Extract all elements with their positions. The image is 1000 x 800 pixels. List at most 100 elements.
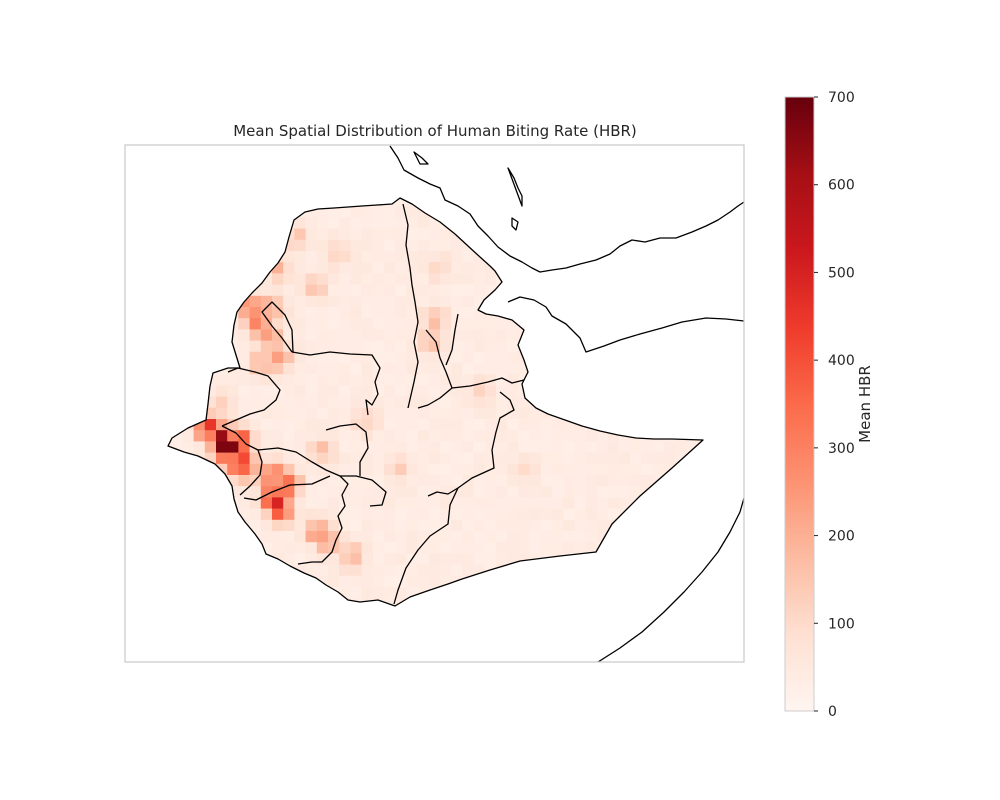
raster-cell — [384, 363, 396, 375]
raster-cell — [372, 508, 385, 521]
raster-cell — [260, 329, 273, 341]
raster-cell — [462, 419, 474, 431]
raster-cell — [529, 452, 542, 465]
raster-cell — [428, 452, 441, 465]
raster-cell — [272, 475, 284, 487]
raster-cell — [462, 363, 474, 375]
raster-cell — [384, 385, 396, 397]
raster-cell — [585, 486, 598, 498]
raster-cell — [260, 441, 273, 453]
raster-cell — [328, 295, 340, 308]
raster-cell — [216, 407, 228, 420]
raster-cell — [496, 407, 508, 420]
raster-cell — [350, 329, 362, 341]
raster-cell — [417, 508, 430, 521]
raster-cell — [305, 419, 318, 431]
raster-cell — [328, 463, 340, 476]
raster-cell — [372, 318, 385, 330]
raster-cell — [440, 475, 452, 487]
raster-cell — [496, 385, 508, 397]
raster-cell — [227, 396, 239, 409]
raster-cell — [350, 396, 362, 409]
raster-cell — [316, 508, 329, 521]
raster-cell — [316, 531, 329, 543]
raster-cell — [417, 262, 430, 274]
raster-cell — [372, 407, 385, 420]
raster-cell — [507, 475, 519, 487]
raster-cell — [384, 374, 396, 386]
region-boundary — [417, 387, 453, 409]
raster-cell — [574, 486, 586, 498]
raster-cell — [395, 587, 407, 599]
raster-cell — [451, 307, 463, 319]
raster-cell — [428, 217, 441, 229]
raster-cell — [384, 564, 396, 577]
raster-cell — [675, 441, 687, 453]
raster-cell — [496, 519, 508, 532]
raster-cell — [238, 374, 250, 386]
raster-cell — [260, 363, 273, 375]
raster-cell — [552, 531, 564, 543]
raster-cell — [596, 531, 609, 543]
raster-cell — [294, 486, 306, 498]
raster-cell — [518, 519, 530, 532]
raster-cell — [440, 430, 452, 442]
raster-cell — [417, 486, 430, 498]
raster-cell — [238, 463, 250, 476]
raster-cell — [462, 251, 474, 263]
raster-cell — [484, 452, 497, 465]
raster-cell — [451, 497, 463, 509]
raster-cell — [384, 318, 396, 330]
raster-cell — [350, 385, 362, 397]
colorbar-tick-label: 100 — [828, 616, 855, 632]
raster-cell — [305, 363, 318, 375]
raster-cell — [305, 385, 318, 397]
raster-cell — [316, 307, 329, 319]
raster-cell — [630, 463, 642, 476]
raster-cell — [260, 419, 273, 431]
raster-cell — [361, 374, 374, 386]
raster-cell — [328, 284, 340, 297]
raster-cell — [507, 351, 519, 364]
raster-cell — [350, 239, 362, 252]
coastline — [597, 497, 744, 662]
raster-cell — [406, 542, 418, 554]
raster-cell — [529, 519, 542, 532]
raster-cell — [451, 351, 463, 364]
raster-cell — [372, 206, 385, 218]
raster-cell — [238, 396, 250, 409]
raster-cell — [574, 452, 586, 465]
raster-cell — [339, 217, 351, 229]
raster-cell — [664, 452, 676, 465]
raster-cell — [585, 441, 598, 453]
colorbar-tick-label: 300 — [828, 441, 855, 457]
raster-cell — [473, 329, 486, 341]
raster-cell — [272, 329, 284, 341]
raster-cell — [507, 497, 519, 509]
raster-cell — [361, 396, 374, 409]
raster-cell — [496, 419, 508, 431]
raster-cell — [395, 407, 407, 420]
raster-cell — [361, 519, 374, 532]
raster-cell — [484, 441, 497, 453]
raster-cell — [272, 497, 284, 509]
raster-cell — [473, 284, 486, 297]
raster-cell — [473, 519, 486, 532]
raster-cell — [249, 318, 262, 330]
raster-cell — [260, 486, 273, 498]
raster-cell — [361, 508, 374, 521]
raster-cell — [328, 217, 340, 229]
raster-cell — [484, 396, 497, 409]
raster-cell — [272, 542, 284, 554]
raster-cell — [518, 407, 530, 420]
raster-cell — [496, 531, 508, 543]
raster-cell — [350, 351, 362, 364]
raster-cell — [294, 318, 306, 330]
raster-cell — [406, 273, 418, 285]
raster-cell — [339, 340, 351, 353]
raster-cell — [395, 531, 407, 543]
raster-cell — [563, 519, 575, 532]
raster-cell — [350, 251, 362, 263]
raster-cell — [462, 340, 474, 353]
raster-cell — [372, 329, 385, 341]
